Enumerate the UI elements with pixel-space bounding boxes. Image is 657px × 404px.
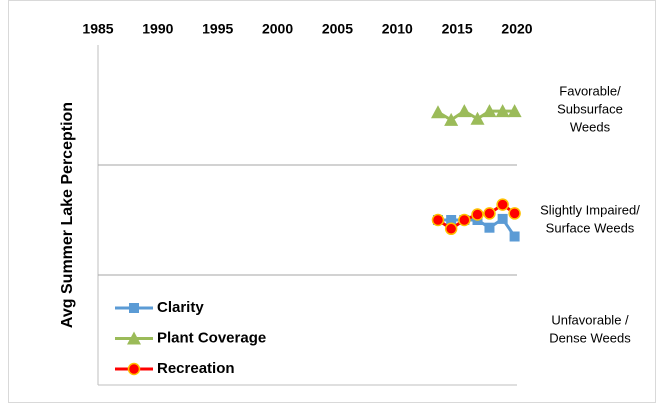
marker [496, 198, 509, 211]
marker [509, 231, 520, 242]
marker [444, 222, 458, 236]
marker [430, 105, 445, 119]
x-tick-label: 1990 [142, 21, 173, 37]
x-tick-label: 2015 [442, 21, 473, 37]
marker [446, 215, 457, 225]
legend-marker [127, 331, 141, 345]
marker [458, 213, 471, 227]
legend-marker [129, 303, 139, 313]
x-tick-label: 1995 [202, 21, 233, 37]
marker [470, 111, 485, 125]
legend-label: Recreation [157, 360, 235, 377]
x-tick-label: 1985 [82, 21, 113, 37]
legend-marker [127, 362, 141, 376]
band-label: Subsurface [557, 101, 623, 116]
legend-label: Plant Coverage [157, 329, 266, 346]
marker [497, 213, 508, 224]
marker [471, 208, 484, 221]
chart-frame [8, 0, 656, 403]
marker [508, 207, 521, 220]
band-label: Unfavorable / [551, 312, 629, 327]
x-tick-label: 2020 [501, 21, 532, 37]
x-tick-label: 2010 [382, 21, 413, 37]
band-label: Slightly Impaired/ [540, 202, 640, 217]
marker [484, 222, 495, 233]
marker [507, 104, 522, 118]
band-label: Dense Weeds [549, 330, 631, 345]
marker [444, 112, 459, 126]
marker [482, 104, 497, 118]
marker [495, 104, 510, 118]
marker [431, 213, 445, 227]
band-label: Surface Weeds [546, 220, 635, 235]
x-tick-label: 2000 [262, 21, 293, 37]
marker [483, 207, 496, 220]
x-tick-label: 2005 [322, 21, 353, 37]
legend-label: Clarity [157, 299, 204, 316]
y-axis-label: Avg Summer Lake Perception [59, 102, 76, 328]
band-label: Weeds [570, 119, 611, 134]
band-label: Favorable/ [559, 83, 621, 98]
marker [457, 104, 472, 118]
